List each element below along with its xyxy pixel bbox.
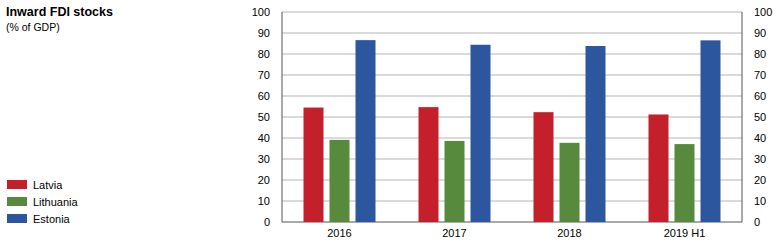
bar [534,112,554,222]
grid [282,12,742,222]
grid-line [282,159,742,160]
y2-tick-label: 100 [754,6,772,18]
bar [304,108,324,222]
y2-tick-label: 40 [754,132,766,144]
grid-line [282,54,742,55]
grid-line [282,117,742,118]
grid-line [282,33,742,34]
y-tick-label: 60 [258,90,270,102]
y-tick-label: 0 [264,216,270,228]
legend-swatch [7,197,27,206]
y2-tick-label: 70 [754,69,766,81]
bars [304,40,721,222]
bar [675,144,695,222]
y2-tick-label: 20 [754,174,766,186]
y2-tick-label: 60 [754,90,766,102]
y2-tick-label: 90 [754,27,766,39]
bar [649,114,669,222]
legend-label: Latvia [33,179,63,191]
y-tick-label: 100 [252,6,270,18]
legend-label: Estonia [33,213,71,225]
y-tick-label: 50 [258,111,270,123]
grid-line [282,222,742,223]
grid-line [282,180,742,181]
bar [356,40,376,222]
grid-line [282,138,742,139]
y2-tick-label: 0 [754,216,760,228]
y2-tick-label: 30 [754,153,766,165]
y-tick-label: 30 [258,153,270,165]
y2-axis-line [742,12,743,222]
x-tick-label: 2017 [442,227,466,239]
legend-label: Lithuania [33,196,79,208]
legend-swatch [7,180,27,189]
y-tick-label: 10 [258,195,270,207]
y-tick-label: 20 [258,174,270,186]
y-tick-label: 80 [258,48,270,60]
bar [701,40,721,222]
y2-tick-label: 50 [754,111,766,123]
bar [445,141,465,222]
grid-line [282,96,742,97]
bar [471,45,491,222]
grid-line [282,75,742,76]
legend: Latvia Lithuania Estonia [7,179,79,225]
chart-container: Inward FDI stocks (% of GDP) 0 0 10 10 20 20 30 3… [0,0,776,242]
y2-tick-label: 80 [754,48,766,60]
title: Inward FDI stocks [6,5,113,19]
y-axis-line [282,12,283,222]
grid-line [282,12,742,13]
grid-line [282,201,742,202]
x-tick-label: 2019 H1 [664,227,706,239]
x-tick-label: 2018 [557,227,581,239]
bar [330,140,350,222]
chart: Inward FDI stocks (% of GDP) 0 0 10 10 20 20 30 3… [0,0,776,242]
legend-swatch [7,214,27,223]
x-tick-label: 2016 [327,227,351,239]
y-tick-label: 90 [258,27,270,39]
bar [419,107,439,222]
subtitle: (% of GDP) [6,21,60,33]
y-tick-label: 70 [258,69,270,81]
bar [560,143,580,222]
bar [586,46,606,222]
y-tick-label: 40 [258,132,270,144]
y2-tick-label: 10 [754,195,766,207]
